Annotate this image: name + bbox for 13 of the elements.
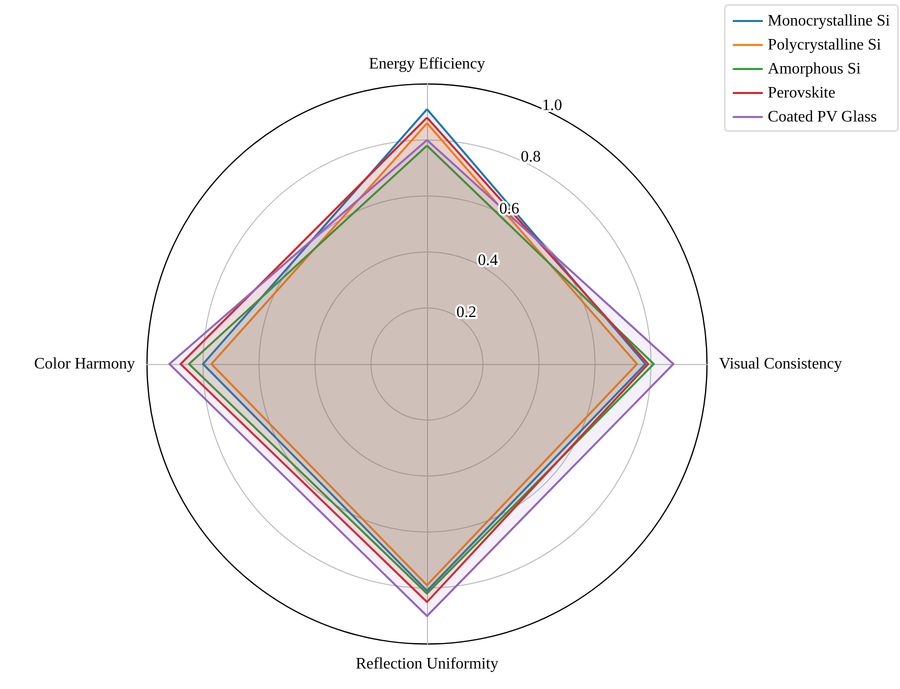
spoke-label: Color Harmony	[34, 356, 135, 372]
legend-label: Coated PV Glass	[768, 108, 877, 126]
spoke-label: Visual Consistency	[719, 356, 842, 372]
legend-label: Polycrystalline Si	[768, 36, 882, 54]
spoke-label: Reflection Uniformity	[356, 656, 498, 672]
y-tick-label: 0.2	[456, 304, 476, 321]
spoke-label: Energy Efficiency	[368, 56, 486, 72]
legend-label: Amorphous Si	[768, 60, 862, 78]
legend-label: Monocrystalline Si	[768, 12, 891, 30]
legend-label: Perovskite	[768, 84, 836, 102]
y-tick-label: 0.8	[520, 148, 541, 166]
y-tick-label: 1.0	[542, 96, 562, 114]
y-tick-label: 0.4	[478, 252, 498, 270]
